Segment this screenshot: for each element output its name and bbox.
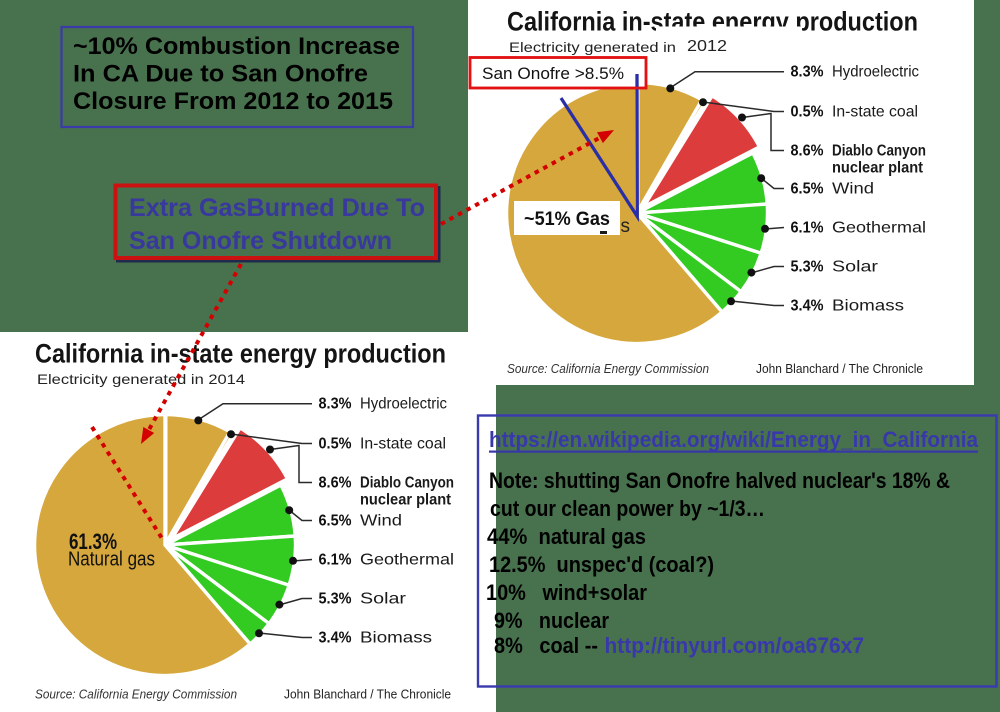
svg-text:10% wind+solar: 10% wind+solar xyxy=(486,580,647,605)
svg-text:Electricity generated in 2014: Electricity generated in 2014 xyxy=(37,371,245,387)
svg-text:8.3%: 8.3% xyxy=(791,64,824,81)
svg-text:Electricity generated in: Electricity generated in xyxy=(509,39,676,55)
svg-text:Diablo Canyon: Diablo Canyon xyxy=(832,143,926,160)
svg-text:San Onofre >8.5%: San Onofre >8.5% xyxy=(482,64,624,83)
svg-text:8.6%: 8.6% xyxy=(319,475,352,492)
svg-text:Note: shutting San Onofre halv: Note: shutting San Onofre halved nuclear… xyxy=(489,468,950,493)
svg-text:s: s xyxy=(621,216,631,237)
svg-text:John Blanchard / The Chronicle: John Blanchard / The Chronicle xyxy=(284,687,451,702)
svg-text:In CA Due to San Onofre: In CA Due to San Onofre xyxy=(73,61,368,88)
svg-text:Geothermal: Geothermal xyxy=(360,552,454,569)
svg-text:Extra GasBurned Due To: Extra GasBurned Due To xyxy=(129,194,425,222)
svg-text:8.6%: 8.6% xyxy=(791,143,824,160)
svg-text:Hydroelectric: Hydroelectric xyxy=(832,64,919,81)
svg-text:6.1%: 6.1% xyxy=(791,220,824,237)
svg-text:cut our clean power by ~1/3…: cut our clean power by ~1/3… xyxy=(490,496,765,521)
svg-text:Biomass: Biomass xyxy=(832,298,904,315)
svg-text:California in-state energy pro: California in-state energy production xyxy=(35,339,446,369)
svg-text:Source: California Energy Comm: Source: California Energy Commission xyxy=(507,361,709,376)
svg-text:~10% Combustion Increase: ~10% Combustion Increase xyxy=(73,33,400,60)
svg-text:~51% Gas: ~51% Gas xyxy=(524,209,610,230)
svg-text:https://en.wikipedia.org/wiki/: https://en.wikipedia.org/wiki/Energy_in_… xyxy=(489,427,979,452)
svg-text:In-state coal: In-state coal xyxy=(832,104,918,121)
svg-text:San Onofre Shutdown: San Onofre Shutdown xyxy=(129,227,392,255)
svg-text:Solar: Solar xyxy=(832,259,879,276)
svg-text:3.4%: 3.4% xyxy=(319,630,352,647)
svg-text:http://tinyurl.com/oa676x7: http://tinyurl.com/oa676x7 xyxy=(605,633,865,658)
svg-text:In-state coal: In-state coal xyxy=(360,436,446,453)
svg-text:2012: 2012 xyxy=(687,38,727,55)
svg-text:8.3%: 8.3% xyxy=(319,396,352,413)
svg-text:Geothermal: Geothermal xyxy=(832,220,926,237)
svg-text:Closure From 2012 to 2015: Closure From 2012 to 2015 xyxy=(73,88,393,115)
svg-text:9% nuclear: 9% nuclear xyxy=(494,608,609,633)
svg-text:0.5%: 0.5% xyxy=(319,436,352,453)
svg-text:Solar: Solar xyxy=(360,591,407,608)
svg-text:Hydroelectric: Hydroelectric xyxy=(360,396,447,413)
svg-text:0.5%: 0.5% xyxy=(791,104,824,121)
svg-text:Biomass: Biomass xyxy=(360,630,432,647)
svg-text:Source: California Energy Comm: Source: California Energy Commission xyxy=(35,687,237,702)
svg-text:6.5%: 6.5% xyxy=(319,513,352,530)
svg-text:6.5%: 6.5% xyxy=(791,181,824,198)
svg-text:3.4%: 3.4% xyxy=(791,298,824,315)
svg-text:61.3%: 61.3% xyxy=(69,529,117,554)
svg-text:6.1%: 6.1% xyxy=(319,552,352,569)
svg-text:8% coal --: 8% coal -- xyxy=(494,633,598,658)
svg-text:nuclear plant: nuclear plant xyxy=(360,492,452,509)
svg-text:5.3%: 5.3% xyxy=(319,591,352,608)
svg-text:nuclear plant: nuclear plant xyxy=(832,160,924,177)
svg-text:44% natural gas: 44% natural gas xyxy=(487,524,646,549)
svg-text:Wind: Wind xyxy=(360,513,402,530)
svg-text:Wind: Wind xyxy=(832,181,874,198)
svg-text:Natural gas: Natural gas xyxy=(68,548,155,571)
svg-text:John Blanchard / The Chronicle: John Blanchard / The Chronicle xyxy=(756,361,923,376)
svg-text:5.3%: 5.3% xyxy=(791,259,824,276)
svg-text:12.5% unspec'd (coal?): 12.5% unspec'd (coal?) xyxy=(489,552,714,577)
svg-text:Diablo Canyon: Diablo Canyon xyxy=(360,475,454,492)
